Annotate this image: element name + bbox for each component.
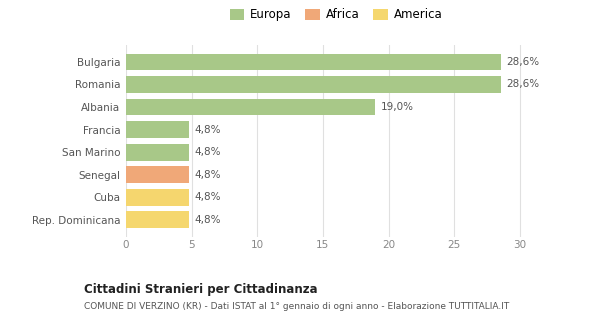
Text: 4,8%: 4,8% [194, 215, 221, 225]
Bar [126, 166, 189, 183]
Bar [126, 211, 189, 228]
Bar [126, 99, 376, 116]
Bar [126, 53, 502, 70]
Text: Cittadini Stranieri per Cittadinanza: Cittadini Stranieri per Cittadinanza [84, 283, 317, 296]
Text: COMUNE DI VERZINO (KR) - Dati ISTAT al 1° gennaio di ogni anno - Elaborazione TU: COMUNE DI VERZINO (KR) - Dati ISTAT al 1… [84, 302, 509, 311]
Text: 4,8%: 4,8% [194, 124, 221, 134]
Bar [126, 189, 189, 205]
Text: 4,8%: 4,8% [194, 147, 221, 157]
Text: 4,8%: 4,8% [194, 170, 221, 180]
Text: 28,6%: 28,6% [506, 79, 540, 90]
Legend: Europa, Africa, America: Europa, Africa, America [230, 8, 442, 21]
Text: 19,0%: 19,0% [380, 102, 413, 112]
Bar [126, 144, 189, 161]
Text: 28,6%: 28,6% [506, 57, 540, 67]
Bar [126, 121, 189, 138]
Text: 4,8%: 4,8% [194, 192, 221, 202]
Bar [126, 76, 502, 93]
